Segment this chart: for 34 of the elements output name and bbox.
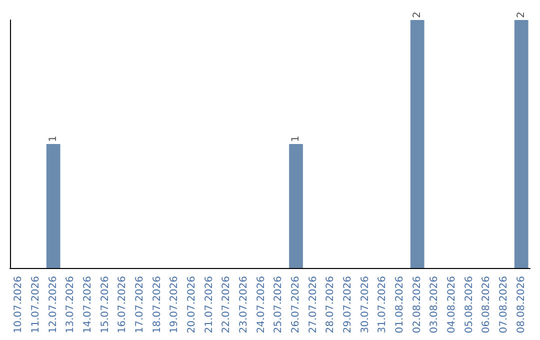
x-tick-label: 12.07.2026 xyxy=(48,276,59,334)
x-tick-label: 17.07.2026 xyxy=(134,276,146,334)
x-tick-label: 05.08.2026 xyxy=(464,276,475,334)
x-tick-label: 07.08.2026 xyxy=(498,276,510,334)
x-tick-label: 21.07.2026 xyxy=(204,276,215,334)
x-tick-label: 08.08.2026 xyxy=(516,276,527,334)
x-tick-label: 14.07.2026 xyxy=(82,276,94,334)
x-tick-label: 16.07.2026 xyxy=(117,276,128,334)
data-label: 1 xyxy=(290,136,302,142)
x-tick-label: 31.07.2026 xyxy=(377,276,388,334)
x-tick-label: 29.07.2026 xyxy=(342,276,354,334)
x-tick-label: 15.07.2026 xyxy=(100,276,111,334)
x-tick-label: 13.07.2026 xyxy=(65,276,76,334)
x-tick-label: 25.07.2026 xyxy=(273,276,284,334)
x-tick-label: 24.07.2026 xyxy=(256,276,267,334)
x-tick-label: 01.08.2026 xyxy=(394,276,406,334)
x-tick-label: 26.07.2026 xyxy=(290,276,302,334)
x-tick-label: 10.07.2026 xyxy=(13,276,24,334)
x-tick-label: 06.08.2026 xyxy=(481,276,492,334)
x-tick-label: 04.08.2026 xyxy=(446,276,458,334)
x-tick-label: 22.07.2026 xyxy=(221,276,232,334)
data-label: 2 xyxy=(412,12,423,18)
data-label: 2 xyxy=(516,12,527,18)
x-tick-label: 03.08.2026 xyxy=(429,276,440,334)
x-tick-label: 19.07.2026 xyxy=(169,276,180,334)
x-tick-label: 11.07.2026 xyxy=(30,276,42,334)
x-tick-label: 20.07.2026 xyxy=(186,276,198,334)
data-label: 1 xyxy=(48,136,59,142)
x-tick-label: 28.07.2026 xyxy=(325,276,336,334)
x-tick-label: 27.07.2026 xyxy=(308,276,319,334)
x-tick-label: 30.07.2026 xyxy=(360,276,371,334)
x-tick-label: 23.07.2026 xyxy=(238,276,250,334)
x-tick-label: 02.08.2026 xyxy=(412,276,423,334)
x-tick-label: 18.07.2026 xyxy=(152,276,163,334)
